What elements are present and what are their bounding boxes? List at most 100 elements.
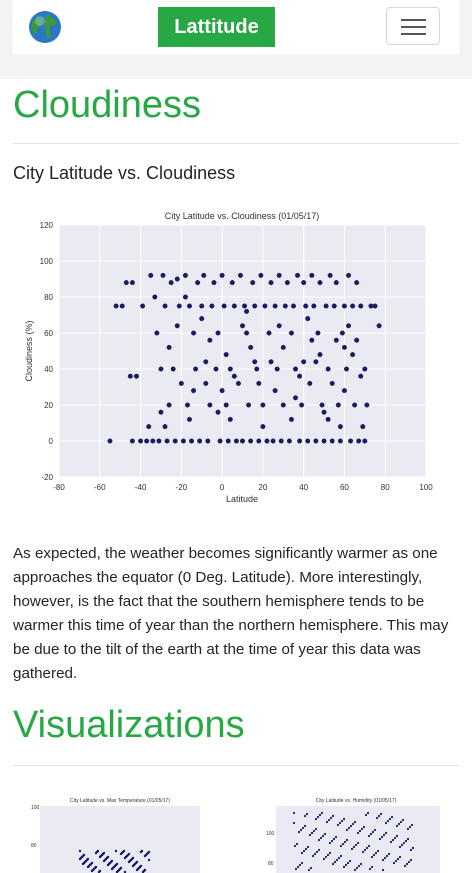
thumbnail-point <box>367 844 371 848</box>
thumbnail-point <box>400 843 404 847</box>
data-point <box>195 280 201 286</box>
data-point <box>123 280 129 286</box>
thumbnail-point <box>346 861 350 865</box>
data-point <box>325 366 331 372</box>
thumbnail-point <box>313 852 317 856</box>
data-point <box>358 303 364 309</box>
thumbnail-point <box>307 868 311 872</box>
data-point <box>134 373 139 379</box>
data-point <box>350 303 356 309</box>
data-point <box>244 330 250 336</box>
thumbnail-point <box>408 825 412 829</box>
data-point <box>317 352 323 358</box>
chart-subtitle: City Latitude vs. Cloudiness <box>13 163 236 183</box>
thumbnail-point <box>366 811 370 815</box>
thumbnail-point <box>389 840 393 844</box>
hamburger-menu-icon <box>401 19 426 21</box>
menu-toggle-button[interactable] <box>386 7 440 45</box>
x-tick-label: -40 <box>135 483 147 492</box>
thumbnail-point <box>335 858 339 862</box>
thumbnail-point <box>402 841 406 845</box>
data-point <box>297 438 303 444</box>
thumbnail-point <box>317 838 321 842</box>
thumbnail-point <box>353 868 357 872</box>
y-tick-label: 80 <box>44 293 53 302</box>
data-point <box>305 438 311 444</box>
data-point <box>164 438 170 444</box>
x-tick-label: 20 <box>258 483 267 492</box>
data-point <box>329 438 335 444</box>
data-point <box>284 280 290 286</box>
thumbnail-point <box>360 827 364 831</box>
thumbnail-point <box>356 831 360 835</box>
data-point <box>264 438 270 444</box>
data-point <box>352 402 358 408</box>
main-content: Cloudiness City Latitude vs. Cloudiness … <box>0 79 472 873</box>
data-point <box>291 303 296 309</box>
data-point <box>339 330 345 336</box>
data-point <box>301 280 307 286</box>
data-point <box>266 330 272 336</box>
data-point <box>248 344 254 350</box>
thumbnail-point <box>294 867 298 871</box>
divider <box>13 143 459 144</box>
data-point <box>119 303 125 309</box>
thumbnail-humidity[interactable]: City Latitude vs. Humidity (01/05/17) 10… <box>264 793 444 873</box>
data-point <box>201 272 207 278</box>
data-point <box>248 438 254 444</box>
data-point <box>217 438 223 444</box>
x-tick-label: 40 <box>299 483 308 492</box>
data-point <box>348 438 354 444</box>
data-point <box>203 359 209 365</box>
thumbnail-point <box>357 864 361 868</box>
data-point <box>309 337 315 343</box>
data-point <box>227 416 233 422</box>
thumbnail-point <box>363 848 367 852</box>
data-point <box>146 424 152 430</box>
thumbnail-point <box>379 812 383 816</box>
data-point <box>280 402 286 408</box>
data-point <box>242 303 247 309</box>
thumbnail-tick: 80 <box>268 861 274 867</box>
data-point <box>191 330 197 336</box>
data-point <box>197 438 203 444</box>
thumbnail-point <box>308 833 312 837</box>
thumbnail-point <box>362 825 366 829</box>
x-tick-label: 60 <box>340 483 349 492</box>
thumbnail-point <box>319 836 323 840</box>
thumbnail-point <box>296 865 300 869</box>
cloudiness-chart: City Latitude vs. Cloudiness (01/05/17) … <box>24 211 433 504</box>
data-point <box>180 438 186 444</box>
brand-link[interactable]: Lattitude <box>158 7 275 47</box>
data-point <box>274 366 280 372</box>
data-point <box>372 303 378 309</box>
data-point <box>268 280 274 286</box>
data-point <box>313 359 319 365</box>
data-point <box>356 438 362 444</box>
thumbnail-point <box>365 846 369 850</box>
data-point <box>223 352 229 358</box>
data-point <box>235 380 241 386</box>
data-point <box>213 366 219 372</box>
x-axis-label: Latitude <box>226 494 258 504</box>
data-point <box>337 438 343 444</box>
thumbnail-point <box>119 852 123 856</box>
thumbnail-point <box>386 819 390 823</box>
data-point <box>189 438 194 444</box>
data-point <box>341 344 347 350</box>
data-point <box>152 294 158 300</box>
thumbnail-point <box>354 843 358 847</box>
thumbnail-max-temperature[interactable]: City Latitude vs. Max Temperature (01/05… <box>30 793 202 873</box>
thumbnail-point <box>342 865 346 869</box>
thumbnail-point <box>405 862 409 866</box>
thumbnail-point <box>298 863 302 867</box>
thumbnail-point <box>143 854 147 858</box>
thumbnail-point <box>328 851 332 855</box>
thumbnail-point <box>98 855 102 859</box>
hamburger-line <box>401 33 426 35</box>
globe-icon[interactable] <box>28 10 62 44</box>
thumbnail-point <box>330 839 334 843</box>
data-point <box>272 388 278 394</box>
thumbnail-point <box>411 846 415 850</box>
thumbnail-point <box>339 854 343 858</box>
